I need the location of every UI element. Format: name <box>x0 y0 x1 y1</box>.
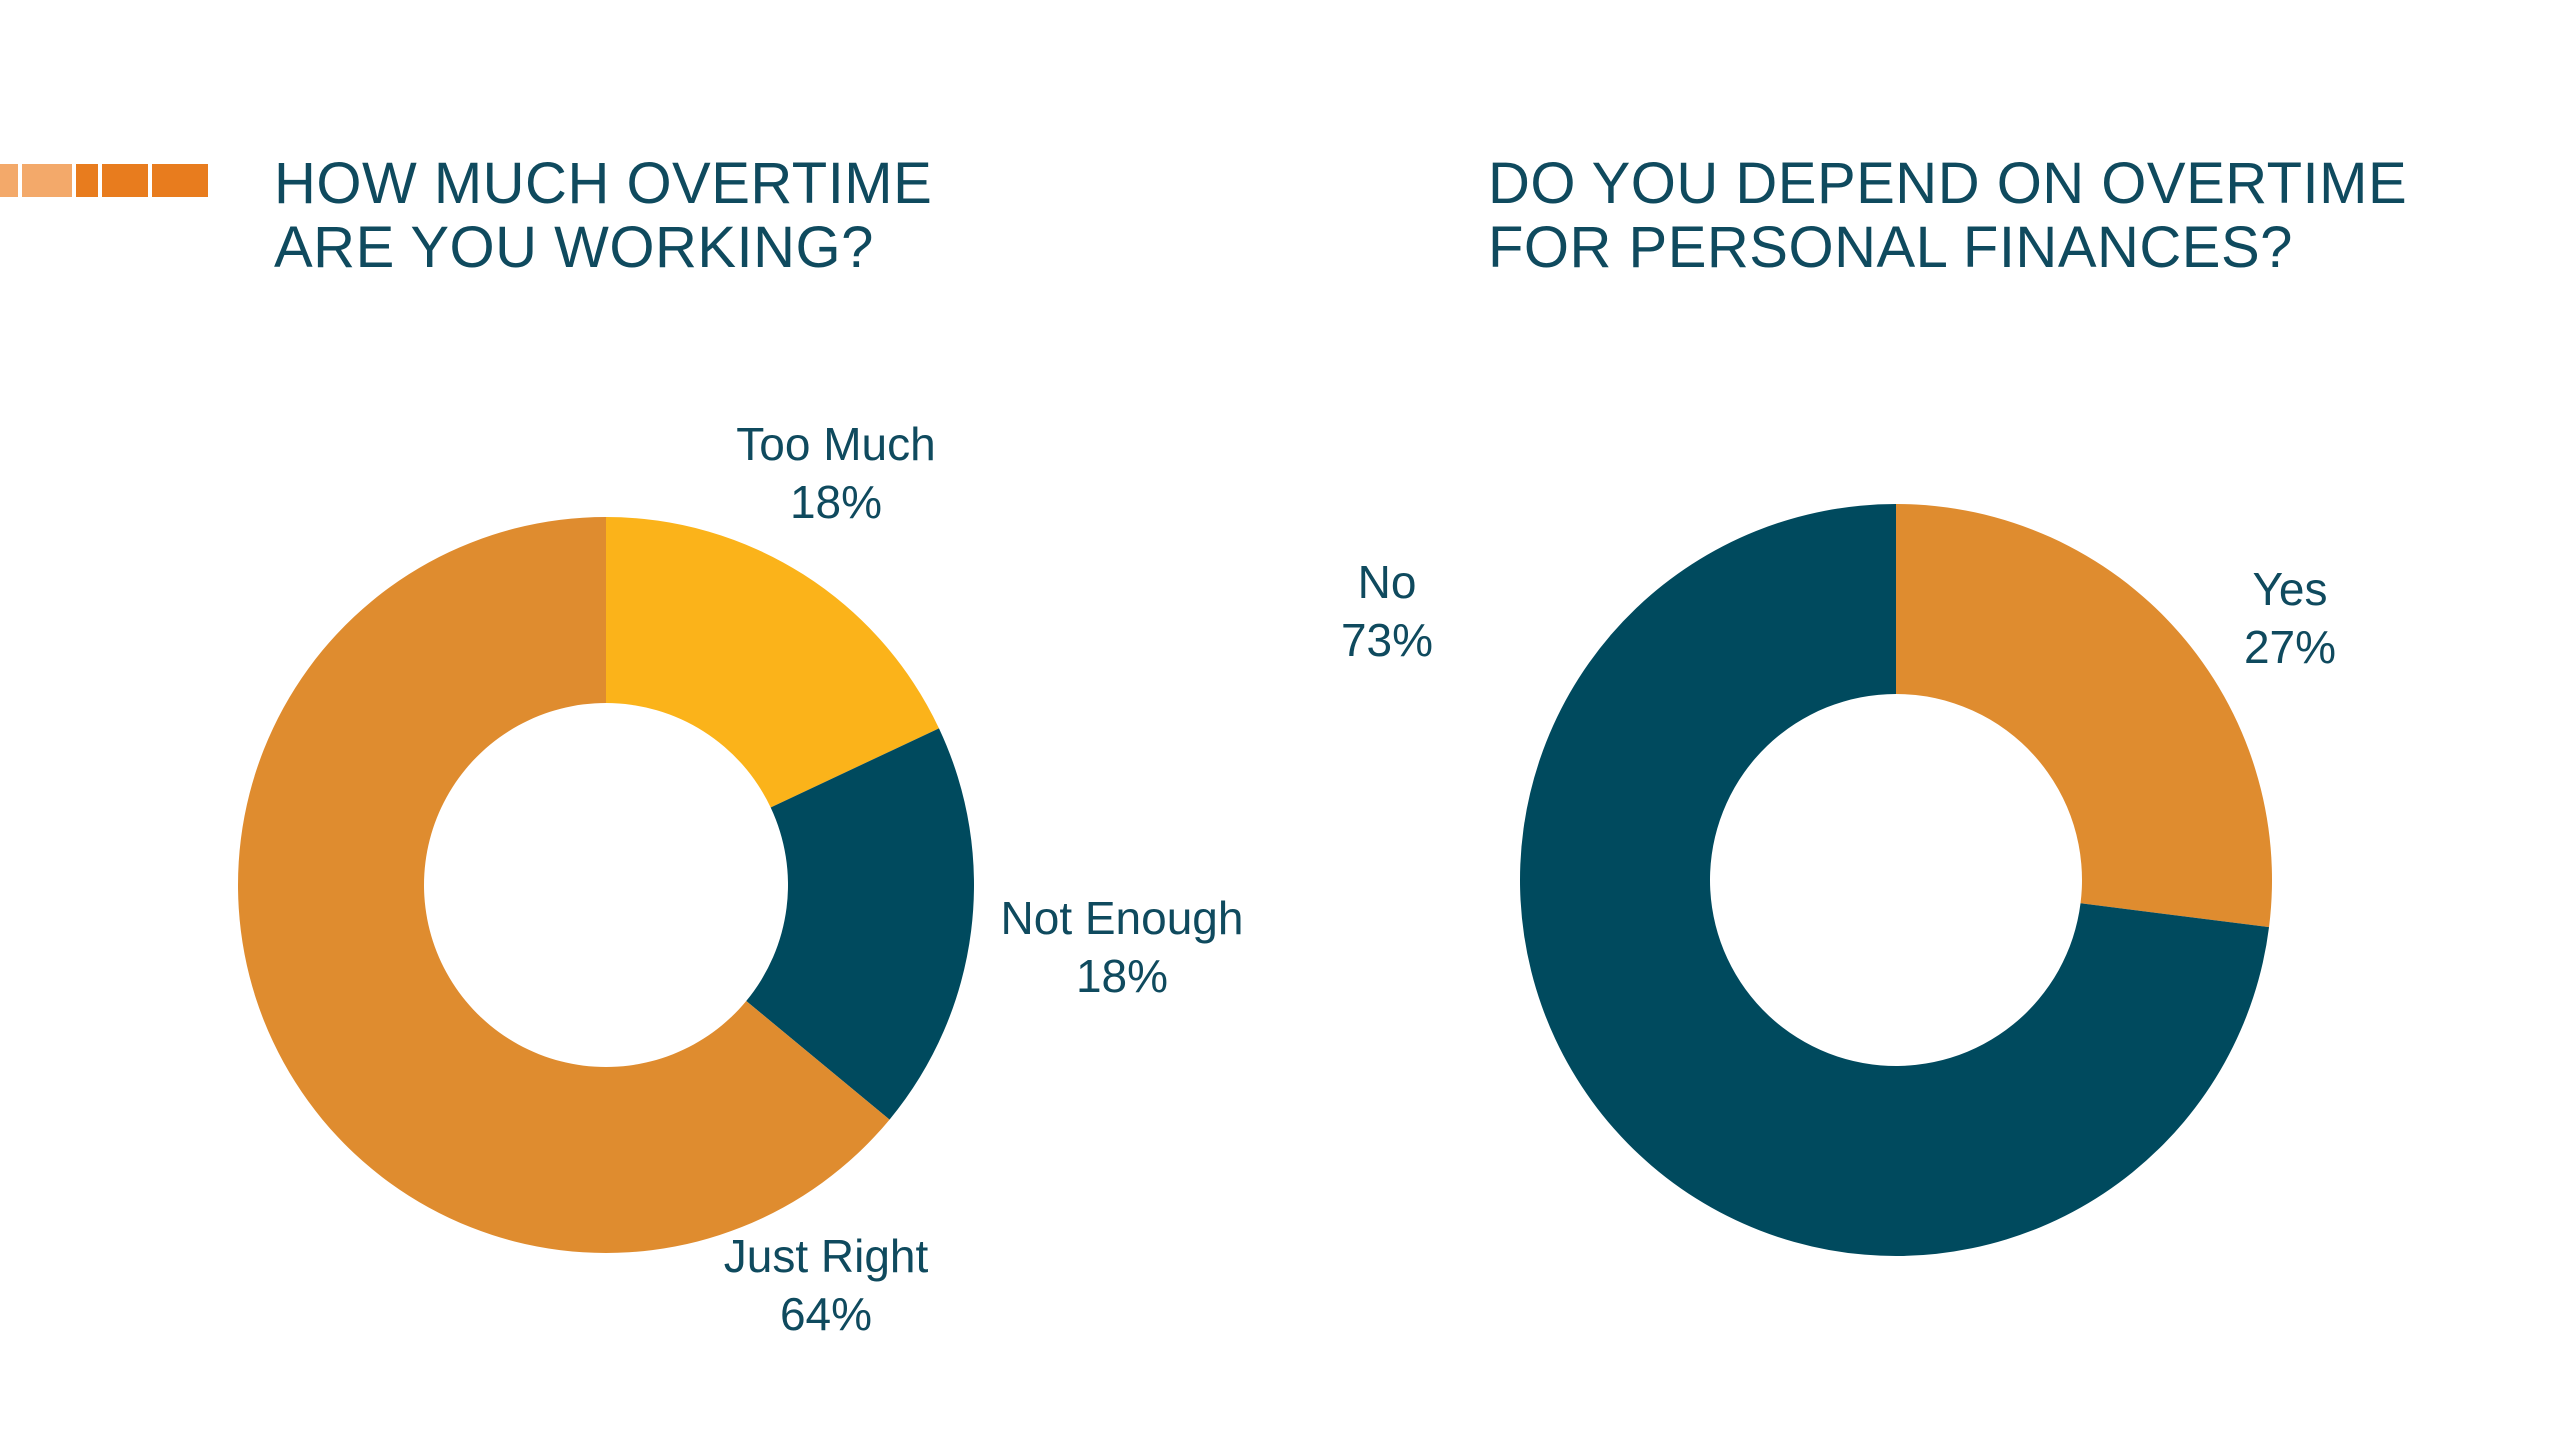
slice-label-value: 73% <box>1340 614 1434 666</box>
donut-chart-overtime-amount <box>237 517 974 1254</box>
donut-slice-not-enough <box>746 728 974 1120</box>
slice-label-name: No <box>1357 556 1417 608</box>
slice-label-value: 27% <box>2243 621 2337 673</box>
decorative-stripe-bar <box>0 164 208 197</box>
slice-label-yes: Yes 27% <box>2090 560 2490 676</box>
stripe-segment <box>22 164 72 197</box>
slice-label-just-right: Just Right 64% <box>626 1227 1026 1343</box>
chart-title-overtime-amount: HOW MUCH OVERTIME ARE YOU WORKING? <box>274 152 932 280</box>
slice-label-value: 64% <box>779 1288 873 1340</box>
slice-label-name: Yes <box>2252 563 2328 615</box>
donut-slice-yes <box>1896 504 2272 928</box>
slice-label-too-much: Too Much 18% <box>636 415 1036 531</box>
slice-label-name: Too Much <box>736 418 936 470</box>
slice-label-no: No 73% <box>1187 553 1587 669</box>
slice-label-name: Not Enough <box>1000 892 1244 944</box>
title-line: ARE YOU WORKING? <box>274 215 874 280</box>
stripe-segment <box>0 164 18 197</box>
donut-slice-no <box>1520 504 2270 1256</box>
slice-label-name: Just Right <box>723 1230 929 1282</box>
chart-title-overtime-dependence: DO YOU DEPEND ON OVERTIME FOR PERSONAL F… <box>1488 152 2407 280</box>
stripe-segment <box>152 164 208 197</box>
title-line: FOR PERSONAL FINANCES? <box>1488 215 2293 280</box>
donut-slice-just-right <box>237 517 890 1254</box>
donut-chart-overtime-dependence <box>1520 504 2272 1256</box>
slice-label-not-enough: Not Enough 18% <box>922 889 1322 1005</box>
donut-slice-too-much <box>606 517 939 808</box>
stripe-segment <box>76 164 98 197</box>
slice-label-value: 18% <box>789 476 883 528</box>
stripe-segment <box>102 164 148 197</box>
title-line: DO YOU DEPEND ON OVERTIME <box>1488 151 2408 216</box>
slice-label-value: 18% <box>1075 950 1169 1002</box>
title-line: HOW MUCH OVERTIME <box>274 151 933 216</box>
